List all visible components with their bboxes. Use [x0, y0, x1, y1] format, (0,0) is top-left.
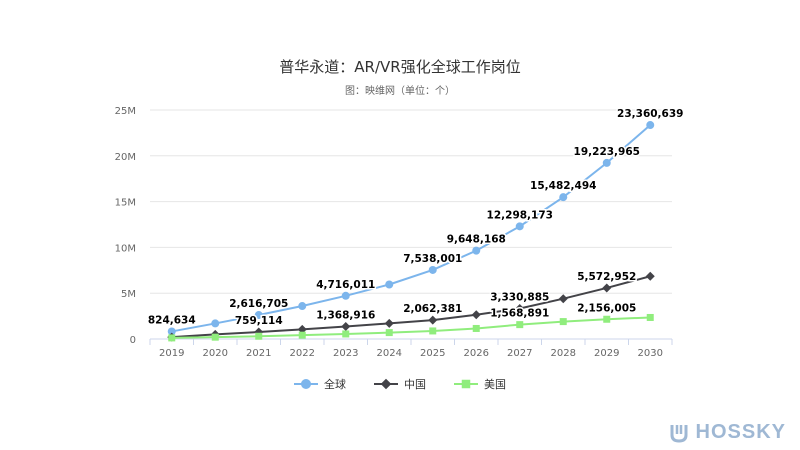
- x-tick-label: 2019: [159, 348, 184, 359]
- data-label: 12,298,173: [487, 209, 553, 221]
- data-point: [646, 313, 654, 321]
- data-label: 5,572,952: [577, 271, 636, 283]
- data-point: [472, 246, 481, 255]
- data-point: [559, 193, 568, 202]
- data-point: [254, 311, 263, 320]
- chart-subtitle: 图：映维网（单位：个）: [345, 86, 455, 97]
- data-point: [385, 280, 394, 289]
- watermark-text: HOSSKY: [695, 421, 786, 443]
- data-point: [167, 327, 176, 336]
- x-tick-label: 2025: [420, 348, 445, 359]
- legend: 全球 中国 美国: [0, 376, 800, 392]
- legend-item-global[interactable]: 全球: [294, 376, 346, 392]
- x-tick-label: 2024: [377, 348, 402, 359]
- x-tick-label: 2027: [507, 348, 532, 359]
- data-label: 1,368,916: [316, 309, 375, 321]
- legend-item-usa[interactable]: 美国: [454, 376, 506, 392]
- legend-label: 中国: [404, 378, 426, 391]
- series-line: [171, 275, 651, 339]
- data-point: [341, 321, 351, 331]
- data-point: [429, 327, 437, 335]
- series-2: [168, 313, 654, 342]
- y-tick-label: 5M: [121, 289, 136, 300]
- y-tick-label: 10M: [115, 243, 136, 254]
- data-point: [341, 291, 350, 300]
- legend-diamond-icon: [374, 378, 398, 390]
- data-point: [559, 318, 567, 326]
- data-label: 2,156,005: [577, 302, 636, 314]
- x-tick-label: 2020: [203, 348, 228, 359]
- data-point: [384, 318, 394, 328]
- data-point: [602, 158, 611, 167]
- data-point: [298, 331, 306, 339]
- data-point: [645, 271, 655, 281]
- legend-item-china[interactable]: 中国: [374, 376, 426, 392]
- data-label: 3,330,885: [490, 291, 549, 303]
- data-point: [428, 315, 438, 325]
- legend-label: 美国: [484, 378, 506, 391]
- legend-square-icon: [454, 379, 478, 389]
- data-point: [515, 303, 525, 313]
- data-label: 1,568,891: [490, 308, 549, 320]
- data-label: 19,223,965: [574, 146, 640, 158]
- data-point: [471, 310, 481, 320]
- data-point: [603, 315, 611, 323]
- x-tick-label: 2023: [333, 348, 358, 359]
- data-point: [602, 283, 612, 293]
- x-tick-label: 2021: [246, 348, 271, 359]
- legend-label: 全球: [324, 378, 346, 391]
- y-tick-label: 20M: [115, 152, 136, 163]
- data-point: [211, 333, 219, 341]
- hossky-logo-icon: [670, 424, 688, 443]
- series-line: [171, 316, 651, 339]
- data-point: [385, 329, 393, 337]
- data-point: [558, 294, 568, 304]
- data-point: [428, 265, 437, 274]
- watermark: HOSSKY: [668, 421, 786, 444]
- data-point: [255, 332, 263, 340]
- data-point: [342, 330, 350, 338]
- data-label: 2,062,381: [403, 303, 462, 315]
- series-0: [167, 121, 655, 336]
- data-label: 15,482,494: [530, 180, 596, 192]
- chart-title: 普华永道：AR/VR强化全球工作岗位: [279, 58, 521, 76]
- legend-circle-icon: [294, 379, 318, 389]
- x-tick-label: 2028: [551, 348, 576, 359]
- data-point: [646, 121, 655, 130]
- x-tick-label: 2026: [464, 348, 489, 359]
- x-tick-label: 2030: [638, 348, 663, 359]
- y-tick-label: 15M: [115, 198, 136, 209]
- data-point: [516, 321, 524, 329]
- data-label: 4,716,011: [316, 279, 375, 291]
- x-tick-label: 2022: [290, 348, 315, 359]
- data-label: 23,360,639: [617, 108, 683, 120]
- data-label: 9,648,168: [447, 234, 506, 246]
- data-label: 7,538,001: [403, 253, 462, 265]
- data-point: [515, 222, 524, 231]
- y-tick-label: 25M: [115, 106, 136, 117]
- data-point: [472, 324, 480, 332]
- x-tick-label: 2029: [594, 348, 619, 359]
- data-label: 759,114: [235, 315, 283, 327]
- data-point: [211, 319, 220, 328]
- series-line: [171, 124, 651, 333]
- data-label: 824,634: [148, 314, 196, 326]
- data-label: 2,616,705: [229, 298, 288, 310]
- y-tick-label: 0: [130, 335, 136, 346]
- data-point: [298, 302, 307, 311]
- data-point: [168, 334, 176, 342]
- data-point: [297, 324, 307, 334]
